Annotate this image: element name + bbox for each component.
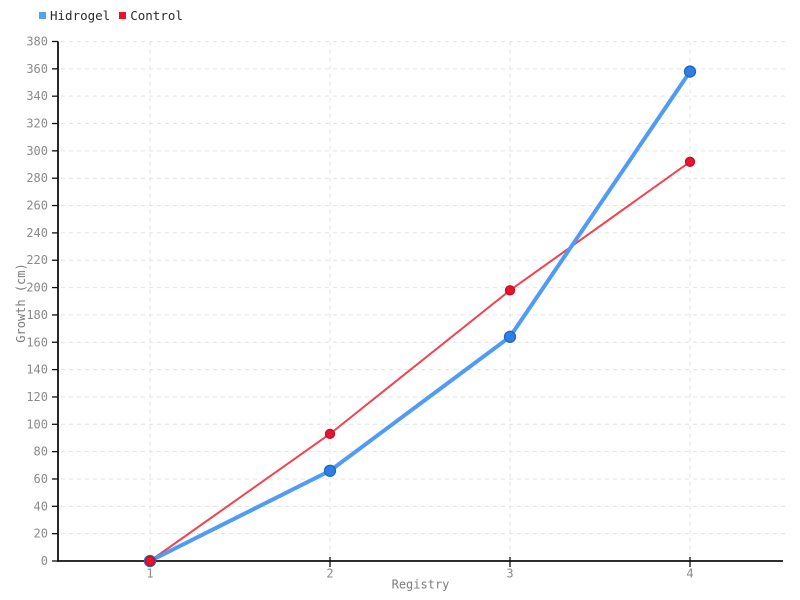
svg-text:240: 240 [26, 226, 48, 240]
gridlines [61, 41, 786, 560]
x-tick-labels: 1 2 3 4 [146, 567, 693, 581]
svg-text:80: 80 [34, 445, 48, 459]
y-axis-title: Growth (cm) [14, 263, 28, 342]
legend-label-hidrogel: Hidrogel [50, 8, 111, 23]
svg-text:3: 3 [506, 567, 513, 581]
legend: Hidrogel Control [39, 9, 183, 22]
point-control-3 [504, 285, 516, 296]
svg-text:360: 360 [26, 62, 48, 76]
svg-text:260: 260 [26, 199, 48, 213]
svg-text:1: 1 [146, 567, 153, 581]
svg-text:40: 40 [34, 499, 48, 513]
svg-text:60: 60 [34, 472, 48, 486]
svg-text:180: 180 [26, 308, 48, 322]
point-control-4 [684, 156, 696, 167]
point-hidrogel-3 [503, 330, 517, 343]
svg-text:300: 300 [26, 144, 48, 158]
svg-text:100: 100 [26, 417, 48, 431]
point-hidrogel-4 [683, 65, 697, 78]
point-hidrogel-2 [323, 464, 337, 477]
tick-marks [52, 40, 691, 567]
svg-text:340: 340 [26, 89, 48, 103]
svg-text:200: 200 [26, 281, 48, 295]
svg-text:4: 4 [686, 567, 693, 581]
legend-item-hidrogel[interactable]: Hidrogel [39, 9, 110, 22]
control-swatch-icon [119, 12, 127, 19]
svg-text:220: 220 [26, 253, 48, 267]
axes [57, 41, 783, 562]
y-tick-labels: 0 20 40 60 80 100 120 140 160 180 200 220 240 260 280 3… [26, 35, 48, 569]
svg-text:0: 0 [41, 554, 48, 568]
svg-text:160: 160 [26, 335, 48, 349]
series-points-control [144, 156, 696, 567]
svg-text:140: 140 [26, 363, 48, 377]
legend-label-control: Control [130, 8, 183, 23]
svg-text:20: 20 [34, 527, 48, 541]
series-line-hidrogel [148, 69, 692, 563]
hidrogel-swatch-icon [39, 12, 46, 19]
svg-text:380: 380 [26, 35, 48, 49]
point-control-2 [324, 428, 336, 440]
svg-text:320: 320 [26, 117, 48, 131]
point-control-1 [144, 555, 156, 567]
svg-text:280: 280 [26, 171, 48, 185]
legend-item-control[interactable]: Control [119, 9, 183, 22]
svg-text:120: 120 [26, 390, 48, 404]
svg-text:2: 2 [326, 567, 333, 581]
x-axis-title: Registry [392, 578, 450, 592]
series-line-control [149, 160, 691, 562]
series-points-hidrogel [143, 65, 697, 568]
